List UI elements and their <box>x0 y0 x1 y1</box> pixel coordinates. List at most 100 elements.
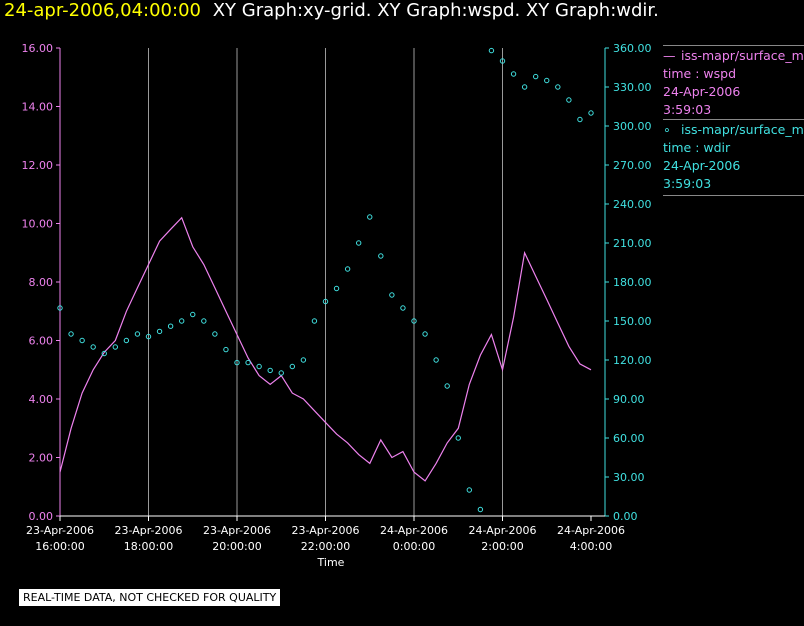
y-left-tick-label: 10.00 <box>22 218 54 231</box>
data-point-wdir <box>555 84 561 90</box>
quality-disclaimer: REAL-TIME DATA, NOT CHECKED FOR QUALITY <box>19 589 281 606</box>
y-left-tick-label: 4.00 <box>29 393 54 406</box>
data-point-wdir <box>289 363 296 370</box>
x-tick-time: 22:00:00 <box>301 540 350 553</box>
data-point-wdir <box>411 318 417 324</box>
data-point-wdir <box>101 350 107 357</box>
data-point-wdir <box>201 318 207 324</box>
y-right-tick-label: 0.00 <box>613 510 638 523</box>
x-tick-date: 24-Apr-2006 <box>468 524 536 537</box>
data-point-wdir <box>79 337 85 344</box>
data-point-wdir <box>156 328 163 335</box>
data-point-wdir <box>311 318 318 324</box>
data-point-wdir <box>389 292 395 298</box>
series-line-wspd <box>59 216 592 482</box>
data-point-wdir <box>577 116 583 123</box>
data-point-wdir <box>90 344 96 350</box>
data-point-wdir <box>245 359 251 366</box>
legend-source: iss-mapr/surface_m <box>681 48 804 63</box>
data-point-wdir <box>57 305 63 311</box>
y-right-tick-label: 60.00 <box>613 432 645 445</box>
title-date: 24-apr-2006,04:00:00 <box>4 0 201 21</box>
data-point-wdir <box>544 77 550 84</box>
x-tick-date: 23-Apr-2006 <box>114 524 182 537</box>
legend-source: iss-mapr/surface_m <box>681 122 804 137</box>
legend-time: 3:59:03 <box>663 176 712 191</box>
y-right-tick-label: 150.00 <box>613 315 652 328</box>
data-point-wdir <box>367 214 373 220</box>
legend-name: time : wdir <box>663 140 731 155</box>
y-left-tick-label: 2.00 <box>29 452 54 465</box>
data-point-wdir <box>322 298 329 305</box>
x-tick-time: 20:00:00 <box>212 540 261 553</box>
x-tick-time: 18:00:00 <box>124 540 173 553</box>
data-point-wdir <box>521 84 528 90</box>
data-point-wdir <box>477 506 484 513</box>
y-left-tick-label: 6.00 <box>29 335 54 348</box>
legend-time: 3:59:03 <box>663 102 712 117</box>
y-left-tick-label: 0.00 <box>29 510 54 523</box>
data-point-wdir <box>167 323 174 329</box>
data-point-wdir <box>344 266 351 272</box>
data-point-wdir <box>134 331 141 337</box>
x-tick-time: 16:00:00 <box>35 540 84 553</box>
y-right-tick-label: 240.00 <box>613 198 652 211</box>
title-bar: 24-apr-2006,04:00:00 XY Graph:xy-grid. X… <box>4 0 659 21</box>
data-point-wdir <box>588 110 594 116</box>
data-point-wdir <box>499 58 506 64</box>
circle-marker-icon: ∘ <box>663 122 671 137</box>
data-point-wdir <box>532 73 539 80</box>
data-point-wdir <box>256 363 262 370</box>
data-point-wdir <box>378 253 384 259</box>
data-point-wdir <box>333 285 340 292</box>
line-marker-icon: — <box>663 48 676 63</box>
legend: — iss-mapr/surface_m time : wspd 24-Apr-2… <box>663 45 804 196</box>
y-left-tick-label: 8.00 <box>29 276 54 289</box>
data-point-wdir <box>355 240 362 246</box>
x-tick-time: 4:00:00 <box>570 540 612 553</box>
y-right-tick-label: 300.00 <box>613 120 652 133</box>
data-point-wdir <box>212 331 218 337</box>
data-point-wdir <box>433 357 439 363</box>
y-left-tick-label: 16.00 <box>22 42 54 55</box>
y-left-tick-label: 14.00 <box>22 101 54 114</box>
data-point-wdir <box>223 346 229 353</box>
y-right-tick-label: 330.00 <box>613 81 652 94</box>
x-tick-date: 23-Apr-2006 <box>26 524 94 537</box>
legend-entry-wspd: — iss-mapr/surface_m time : wspd 24-Apr-2… <box>663 45 804 119</box>
data-point-wdir <box>190 311 196 318</box>
y-right-tick-label: 210.00 <box>613 237 652 250</box>
data-point-wdir <box>178 318 185 324</box>
data-point-wdir <box>566 97 572 103</box>
data-point-wdir <box>466 487 473 493</box>
legend-name: time : wspd <box>663 66 737 81</box>
x-tick-date: 24-Apr-2006 <box>557 524 625 537</box>
x-tick-time: 0:00:00 <box>393 540 435 553</box>
x-tick-date: 23-Apr-2006 <box>291 524 359 537</box>
x-axis-label: Time <box>317 556 345 569</box>
data-point-wdir <box>112 344 119 350</box>
data-point-wdir <box>510 71 517 77</box>
data-point-wdir <box>444 383 450 389</box>
data-point-wdir <box>68 331 74 337</box>
data-point-wdir <box>123 337 130 344</box>
y-right-tick-label: 180.00 <box>613 276 652 289</box>
data-point-wdir <box>234 359 240 366</box>
data-point-wdir <box>400 305 406 311</box>
y-right-tick-label: 360.00 <box>613 42 652 55</box>
legend-entry-wdir: ∘ iss-mapr/surface_m time : wdir 24-Apr-2… <box>663 119 804 196</box>
x-tick-date: 23-Apr-2006 <box>203 524 271 537</box>
data-point-wdir <box>267 367 273 374</box>
y-right-tick-label: 120.00 <box>613 354 652 367</box>
x-tick-time: 2:00:00 <box>481 540 523 553</box>
legend-date: 24-Apr-2006 <box>663 158 741 173</box>
data-point-wdir <box>145 333 152 340</box>
title-graphs: XY Graph:xy-grid. XY Graph:wspd. XY Grap… <box>212 0 659 21</box>
data-point-wdir <box>422 331 428 337</box>
data-point-wdir <box>278 370 284 376</box>
y-right-tick-label: 30.00 <box>613 471 645 484</box>
data-point-wdir <box>488 47 495 54</box>
y-right-tick-label: 90.00 <box>613 393 645 406</box>
y-left-tick-label: 12.00 <box>22 159 54 172</box>
